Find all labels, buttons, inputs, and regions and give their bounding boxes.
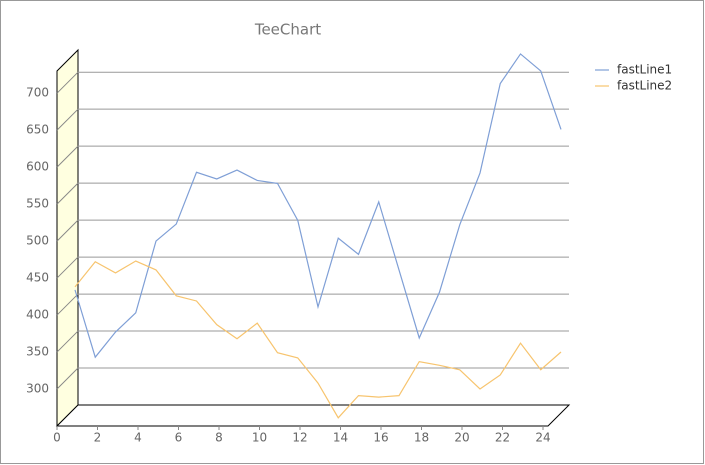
y-tick-label: 650 [26,123,49,137]
x-tick-label: 24 [535,431,550,445]
x-tick-label: 22 [495,431,510,445]
x-tick-label: 20 [454,431,469,445]
y-tick-label: 600 [26,160,49,174]
series-line [74,53,562,359]
legend-label: fastLine1 [617,63,672,77]
y-tick-label: 400 [26,308,49,322]
x-tick-label: 8 [215,431,223,445]
y-tick [56,145,79,168]
x-tick-label: 12 [292,431,307,445]
y-tick [56,330,79,353]
chart-title: TeeChart [254,21,321,39]
x-tick-label: 14 [333,431,348,445]
y-tick [56,293,79,316]
floor [55,404,571,427]
y-tick [56,182,79,205]
x-tick-label: 6 [175,431,183,445]
y-tick-label: 550 [26,197,49,211]
y-tick-label: 700 [26,86,49,100]
y-tick-label: 450 [26,271,49,285]
y-tick-label: 500 [26,234,49,248]
y-tick-label: 350 [26,345,49,359]
legend-label: fastLine2 [617,79,672,93]
series-line [74,260,562,419]
x-tick-label: 16 [373,431,388,445]
x-tick-label: 18 [414,431,429,445]
back-wall [78,50,569,405]
y-tick [56,71,79,94]
x-tick-label: 0 [53,431,61,445]
y-tick [56,256,79,279]
y-tick-label: 300 [26,382,49,396]
y-tick [56,219,79,242]
y-tick [56,367,79,390]
x-tick-label: 10 [252,431,267,445]
y-tick [56,108,79,131]
x-tick-label: 4 [134,431,142,445]
x-tick-label: 2 [94,431,102,445]
